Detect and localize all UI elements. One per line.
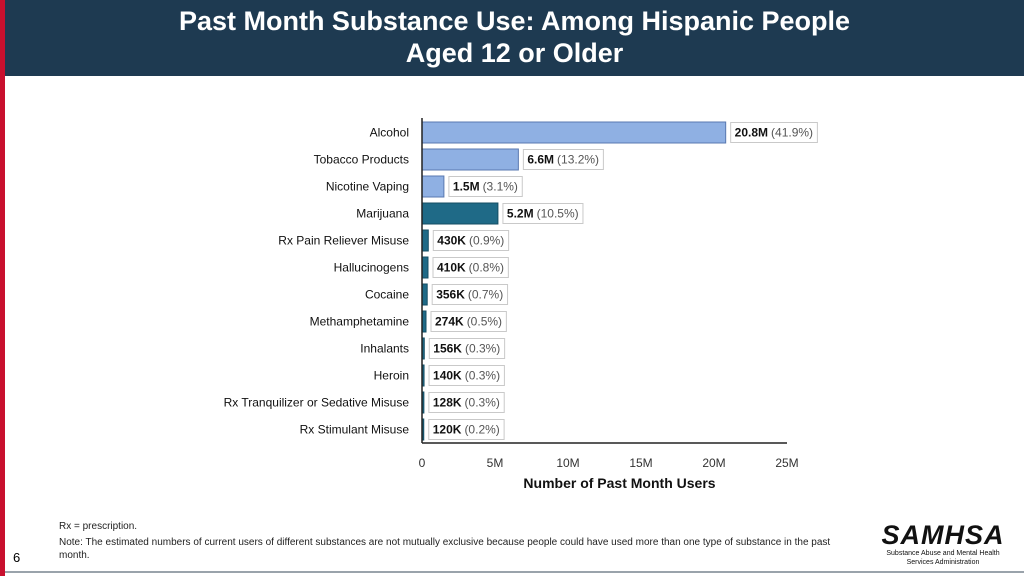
bar-category-label: Nicotine Vaping [326, 180, 409, 194]
data-label-percent: (0.9%) [469, 234, 504, 248]
x-tick-label: 25M [775, 456, 798, 470]
data-label-percent: (3.1%) [483, 180, 518, 194]
slide-title-line1: Past Month Substance Use: Among Hispanic… [178, 6, 851, 36]
data-label-box [730, 122, 818, 143]
x-tick-label: 0 [419, 456, 426, 470]
samhsa-logo: SAMHSA Substance Abuse and Mental Health… [878, 521, 1008, 567]
slide-header: Past Month Substance Use: Among Hispanic… [5, 0, 1024, 76]
data-label-count: 6.6M [527, 153, 554, 167]
data-label-count: 274K [435, 315, 464, 329]
data-label-count: 5.2M [507, 207, 534, 221]
x-axis-title: Number of Past Month Users [523, 475, 715, 491]
slide-title-line2: Aged 12 or Older [405, 38, 624, 68]
x-tick-label: 5M [487, 456, 504, 470]
bar-category-label: Marijuana [356, 207, 409, 221]
logo-subtitle-line2: Services Administration [906, 559, 980, 566]
data-label-box [428, 338, 506, 359]
x-tick-label: 10M [556, 456, 579, 470]
data-label-count: 410K [437, 261, 466, 275]
data-label-box [432, 257, 509, 278]
data-label-percent: (0.2%) [464, 423, 499, 437]
data-label-count: 20.8M [735, 126, 768, 140]
bar-category-label: Rx Tranquilizer or Sedative Misuse [224, 396, 410, 410]
data-label-box [428, 419, 505, 440]
data-label-count: 1.5M [453, 180, 480, 194]
bar [421, 121, 727, 144]
x-tick-label: 20M [702, 456, 725, 470]
data-label-percent: (0.3%) [465, 396, 500, 410]
data-label-box [448, 176, 523, 197]
bar [421, 229, 429, 252]
data-label-percent: (10.5%) [537, 207, 579, 221]
bar [421, 148, 519, 171]
data-label-box [522, 149, 604, 170]
bar [421, 175, 445, 198]
data-label-percent: (0.3%) [465, 342, 500, 356]
bar [421, 283, 428, 306]
bar-category-label: Rx Stimulant Misuse [300, 423, 410, 437]
bar-category-label: Tobacco Products [314, 153, 409, 167]
bar-category-label: Rx Pain Reliever Misuse [278, 234, 409, 248]
footnote-rx: Rx = prescription. [59, 521, 138, 532]
left-accent-bar [0, 0, 5, 576]
data-label-percent: (41.9%) [771, 126, 813, 140]
data-label-percent: (0.8%) [469, 261, 504, 275]
data-label-box [428, 392, 505, 413]
bar-category-label: Inhalants [360, 342, 409, 356]
data-label-box [428, 365, 505, 386]
page-number: 6 [13, 550, 21, 565]
x-tick-label: 15M [629, 456, 652, 470]
data-label-box [502, 203, 584, 224]
bar [421, 256, 429, 279]
data-label-count: 356K [436, 288, 465, 302]
bottom-divider [5, 571, 1024, 573]
logo-wordmark: SAMHSA [881, 520, 1005, 550]
data-label-count: 156K [433, 342, 462, 356]
data-label-percent: (13.2%) [557, 153, 599, 167]
data-label-count: 430K [437, 234, 466, 248]
logo-subtitle-line1: Substance Abuse and Mental Health [886, 550, 1000, 557]
bar-category-label: Cocaine [365, 288, 409, 302]
bar-category-label: Methamphetamine [310, 315, 410, 329]
data-label-percent: (0.3%) [465, 369, 500, 383]
data-label-count: 120K [433, 423, 462, 437]
bar-category-label: Hallucinogens [334, 261, 409, 275]
data-label-count: 140K [433, 369, 462, 383]
bar-category-label: Heroin [374, 369, 409, 383]
data-label-box [431, 284, 509, 305]
data-label-box [432, 230, 510, 251]
data-label-percent: (0.5%) [467, 315, 502, 329]
data-label-box [430, 311, 507, 332]
bar [421, 202, 499, 225]
bar-category-label: Alcohol [370, 126, 409, 140]
footnote-note: Note: The estimated numbers of current u… [59, 537, 831, 561]
data-label-count: 128K [433, 396, 462, 410]
data-label-percent: (0.7%) [468, 288, 503, 302]
